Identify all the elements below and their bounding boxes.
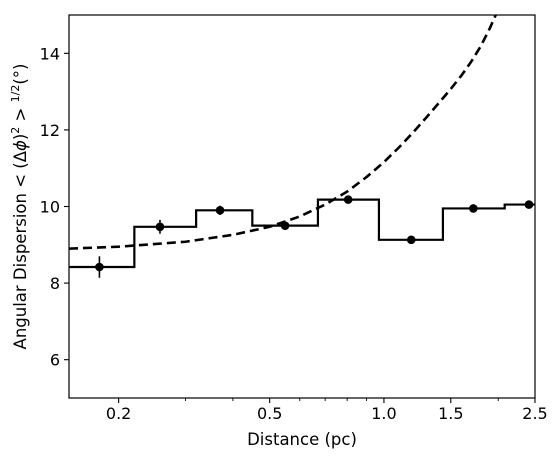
plot-content — [69, 15, 535, 278]
x-tick-label: 1.0 — [371, 404, 396, 423]
y-axis-label-mid: ) — [11, 134, 30, 140]
y-axis-label-suffix: (°) — [11, 64, 30, 85]
y-tick-label: 6 — [50, 351, 60, 370]
data-point — [406, 235, 416, 245]
data-point — [524, 200, 534, 209]
y-axis: 6 8 10 12 14 — [40, 44, 69, 370]
y-tick-label: 14 — [40, 44, 60, 63]
x-tick-label: 2.5 — [522, 404, 547, 423]
y-axis-label-sup2: 2 — [9, 127, 22, 134]
step-histogram-line — [69, 198, 535, 269]
y-tick-label: 10 — [40, 198, 60, 217]
y-tick-label: 8 — [50, 274, 60, 293]
x-axis-label: Distance (pc) — [247, 430, 357, 449]
y-axis-label: Angular Dispersion < (Δϕ)2 > 1/2(°) — [9, 64, 30, 350]
y-axis-label-gt: > — [11, 102, 30, 126]
data-point — [215, 206, 225, 215]
data-point — [469, 204, 478, 213]
x-tick-label: 0.2 — [106, 404, 131, 423]
y-axis-label-sup-half: 1/2 — [9, 85, 22, 103]
data-point — [95, 262, 104, 272]
y-tick-label: 12 — [40, 121, 60, 140]
y-axis-label-phi: ϕ — [11, 140, 30, 151]
x-tick-label: 0.5 — [257, 404, 282, 423]
data-point — [155, 222, 165, 232]
x-axis: 0.2 0.5 1.0 1.5 2.5 — [106, 398, 548, 423]
y-axis-label-prefix: Angular Dispersion < (Δ — [11, 150, 30, 349]
dashed-model-curve — [69, 15, 498, 250]
x-tick-label: 1.5 — [438, 404, 463, 423]
data-point — [343, 195, 353, 204]
